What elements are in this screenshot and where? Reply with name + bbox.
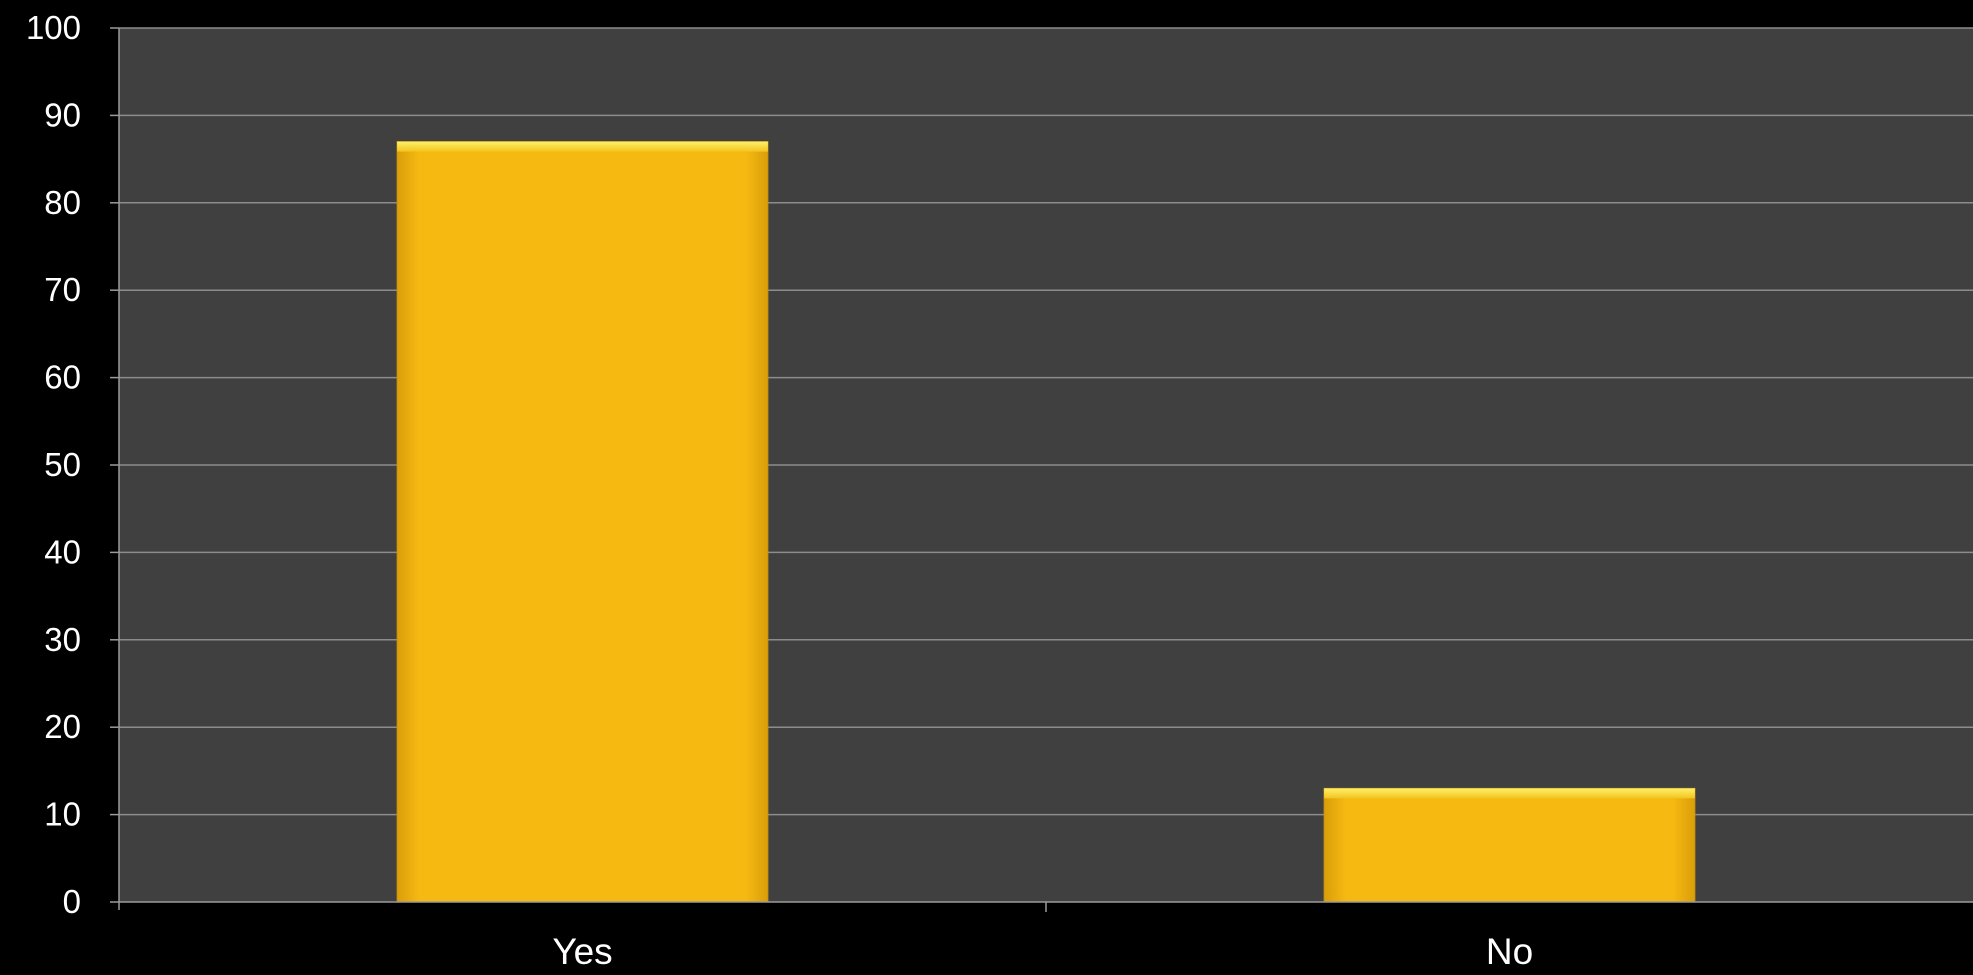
bar-bevel bbox=[1324, 788, 1695, 799]
y-tick-label: 100 bbox=[26, 9, 81, 46]
x-tick-label: No bbox=[1486, 931, 1533, 970]
axes bbox=[110, 27, 1973, 912]
bar-no bbox=[1323, 787, 1696, 903]
y-tick-label: 90 bbox=[44, 96, 81, 133]
bar-yes bbox=[396, 141, 769, 903]
y-tick-label: 20 bbox=[44, 708, 81, 745]
bar-body bbox=[1323, 787, 1696, 903]
bars bbox=[396, 141, 1696, 903]
y-tick-label: 0 bbox=[63, 883, 81, 920]
y-tick-label: 30 bbox=[44, 621, 81, 658]
y-tick-label: 50 bbox=[44, 446, 81, 483]
x-axis-tick-labels: Yes No bbox=[552, 931, 1533, 972]
y-tick-label: 60 bbox=[44, 359, 81, 396]
bar-body bbox=[396, 141, 769, 903]
y-tick-label: 70 bbox=[44, 271, 81, 308]
y-tick-label: 40 bbox=[44, 533, 81, 570]
y-tick-label: 80 bbox=[44, 184, 81, 221]
y-axis-tick-labels: 0 10 20 30 40 50 60 70 80 90 100 bbox=[26, 9, 81, 920]
bar-bevel bbox=[397, 141, 768, 152]
x-tick-label: Yes bbox=[552, 931, 612, 970]
y-tick-label: 10 bbox=[44, 796, 81, 833]
